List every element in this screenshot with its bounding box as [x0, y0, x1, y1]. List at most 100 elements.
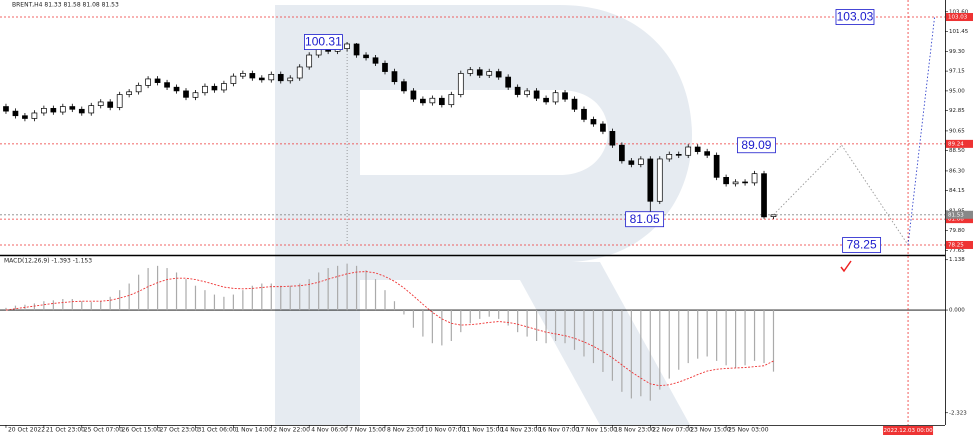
- candle-body: [647, 158, 654, 202]
- candle-body: [116, 94, 123, 108]
- y-tick-label: 103.60: [949, 9, 969, 15]
- candle-body: [656, 158, 663, 202]
- level-label-box: [946, 215, 973, 224]
- annotation-box: [842, 237, 882, 253]
- candle-body: [467, 69, 474, 74]
- y-tick-label: 77.65: [949, 248, 965, 254]
- candle-body: [429, 97, 436, 104]
- candle-body: [78, 108, 85, 114]
- candle-body: [543, 97, 549, 103]
- macd-title: MACD(12,26,9) -1.393 -1.153: [4, 258, 92, 265]
- y-tick-label: -2.323: [949, 410, 967, 416]
- candle-body: [268, 73, 275, 81]
- candle-body: [258, 77, 265, 81]
- x-tick-label: 26 Oct 15:00: [122, 427, 161, 434]
- candle-body: [202, 85, 208, 94]
- candle-body: [751, 173, 758, 184]
- x-tick-label: 27 Oct 23:00: [160, 427, 199, 434]
- candle-body: [628, 160, 635, 165]
- candle-body: [296, 66, 303, 79]
- chart-title: BRENT,H4 81.33 81.58 81.08 81.53: [12, 2, 119, 9]
- candle-body: [126, 91, 133, 95]
- x-tick-label: 18 Nov 23:00: [614, 427, 655, 434]
- annotation-box: [304, 34, 343, 50]
- candle-body: [240, 73, 246, 77]
- candle-body: [353, 43, 360, 56]
- candle-body: [50, 108, 57, 113]
- x-tick-label: 10 Nov 07:00: [425, 427, 466, 434]
- x-tick-label: 4 Nov 06:00: [311, 427, 348, 434]
- level-label-box: [946, 13, 973, 22]
- forecast-line: [841, 145, 909, 246]
- candle-body: [438, 97, 445, 106]
- candle-body: [448, 94, 455, 106]
- x-tick-label: 17 Nov 15:00: [577, 427, 618, 434]
- x-tick-label: 25 Nov 03:00: [728, 427, 769, 434]
- candle-body: [600, 123, 606, 132]
- candle-body: [12, 110, 19, 117]
- check-mark: [840, 260, 852, 273]
- candle-body: [694, 146, 701, 152]
- cursor-label-box: [883, 426, 934, 435]
- candle-body: [533, 90, 540, 99]
- annotation-box: [737, 137, 776, 154]
- candle-body: [211, 85, 218, 91]
- x-tick-label: 21 Oct 23:00: [46, 427, 85, 434]
- level-label: 81.06: [948, 217, 964, 223]
- y-tick-label: 88.50: [949, 148, 965, 154]
- annotation-box: [835, 9, 875, 25]
- candle-body: [391, 71, 398, 83]
- candle-body: [363, 54, 369, 59]
- candle-body: [154, 78, 161, 83]
- candle-body: [382, 62, 388, 72]
- candle-body: [69, 106, 76, 110]
- level-label: 78.25: [948, 242, 964, 248]
- candle-body: [476, 69, 483, 76]
- candle-body: [192, 92, 199, 98]
- candle-body: [88, 105, 95, 114]
- y-tick-label: 95.00: [949, 88, 965, 94]
- candle-body: [742, 181, 748, 184]
- macd-signal: [5, 271, 774, 387]
- x-tick-label: 22 Nov 07:00: [652, 427, 693, 434]
- y-tick-label: 101.45: [949, 29, 969, 35]
- candle-body: [230, 75, 237, 84]
- candle-body: [372, 57, 379, 64]
- candle-body: [31, 112, 38, 119]
- x-tick-label: 14 Nov 23:00: [501, 427, 542, 434]
- candle-body: [277, 73, 284, 82]
- y-tick-label: 92.85: [949, 108, 965, 114]
- annotation-label: 103.03: [837, 10, 874, 24]
- candle-body: [287, 77, 294, 82]
- candle-body: [666, 154, 673, 160]
- y-tick-label: 1.138: [949, 257, 965, 263]
- candle-body: [495, 71, 502, 78]
- candle-body: [183, 90, 189, 98]
- y-tick-label: 86.30: [949, 168, 965, 174]
- level-label-box: [946, 139, 973, 148]
- candle-body: [107, 101, 114, 108]
- candle-body: [609, 131, 616, 146]
- candle-body: [401, 81, 407, 92]
- x-tick-label: 20 Oct 2022: [8, 427, 45, 434]
- candle-body: [619, 144, 625, 162]
- candle-body: [590, 119, 597, 125]
- candle-body: [410, 90, 417, 100]
- y-tick-label: 0.000: [949, 308, 965, 314]
- forecast-line: [773, 144, 843, 216]
- candle-body: [552, 92, 559, 103]
- candle-body: [59, 106, 66, 113]
- annotation-box: [625, 211, 665, 228]
- candle-body: [164, 82, 170, 88]
- y-tick-label: 84.15: [949, 188, 965, 194]
- x-tick-label: 2 Nov 22:00: [273, 427, 310, 434]
- candle-body: [145, 78, 151, 86]
- candle-body: [685, 146, 692, 156]
- level-label: 103.03: [948, 15, 968, 21]
- candle-body: [486, 71, 493, 76]
- candle-body: [135, 85, 142, 93]
- candle-body: [713, 154, 720, 178]
- candle-body: [723, 177, 729, 185]
